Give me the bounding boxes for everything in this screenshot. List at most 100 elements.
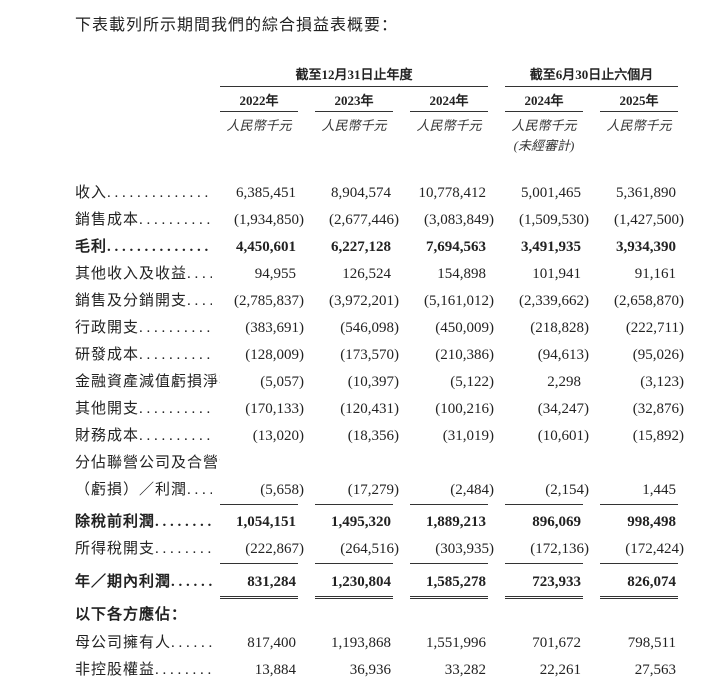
value-text: 1,230,804 <box>331 574 391 590</box>
dot-leader <box>139 342 212 369</box>
value-text: (10,601) <box>537 428 589 444</box>
value-text: (2,785,837) <box>234 293 304 309</box>
value-text: (128,009) <box>245 347 304 363</box>
value-cell: (2,785,837) <box>220 288 304 315</box>
value-cell: (5,057) <box>220 369 304 396</box>
row-label: 財務成本 <box>75 423 220 450</box>
value-text: (172,424) <box>625 541 684 557</box>
value-text: 101,941 <box>532 266 581 282</box>
value-cell: (383,691) <box>220 315 304 342</box>
value-cell: 1,889,213 <box>410 509 488 536</box>
value-cell: (222,711) <box>600 315 684 342</box>
value-text: 1,585,278 <box>426 574 486 590</box>
value-cell <box>505 450 583 477</box>
value-text: 91,161 <box>634 266 676 282</box>
value-cell: (222,867) <box>220 536 304 564</box>
value-text: (5,057) <box>260 374 304 390</box>
table-row: 銷售及分銷開支 (2,785,837) (3,972,201) (5,161,012)… <box>0 288 722 315</box>
value-text: 1,551,996 <box>426 635 486 651</box>
table-row: 研發成本 (128,009) (173,570) (210,386) (94,613) (… <box>0 342 722 369</box>
value-text: (17,279) <box>347 482 399 498</box>
dot-leader <box>171 569 212 599</box>
row-label-text: 母公司擁有人 <box>75 635 172 651</box>
value-text: (18,356) <box>347 428 399 444</box>
row-label: 除稅前利潤 <box>75 509 220 536</box>
value-cell <box>505 602 583 629</box>
value-text: (2,677,446) <box>329 212 399 228</box>
intro-text: 下表載列所示期間我們的綜合損益表概要： <box>75 17 399 34</box>
value-text: 5,001,465 <box>521 185 581 201</box>
value-text: (31,019) <box>442 428 494 444</box>
value-text: (120,431) <box>340 401 399 417</box>
value-text: (210,386) <box>435 347 494 363</box>
col-header-year: 2025年 <box>600 90 678 112</box>
table-row: 行政開支 (383,691) (546,098) (450,009) (218,828)… <box>0 315 722 342</box>
value-text: (1,427,500) <box>614 212 684 228</box>
value-text: (2,484) <box>450 482 494 498</box>
row-label-text: 銷售及分銷開支 <box>75 293 188 309</box>
value-cell: (173,570) <box>315 342 399 369</box>
value-text: (94,613) <box>537 347 589 363</box>
unit-label: 人民幣千元 <box>321 118 387 133</box>
table-row: 年／期內利潤 831,284 1,230,804 1,585,278 723,933 82… <box>0 569 722 599</box>
value-cell: (2,658,870) <box>600 288 684 315</box>
value-text: (3,083,849) <box>424 212 494 228</box>
row-label: 所得稅開支 <box>75 536 220 564</box>
value-cell: 998,498 <box>600 509 678 536</box>
value-cell: 22,261 <box>505 657 583 684</box>
row-label: 其他收入及收益 <box>75 261 220 288</box>
value-cell <box>315 450 393 477</box>
group-header-year: 截至12月31日止年度 <box>220 64 488 87</box>
row-label: 收入 <box>75 180 220 207</box>
dot-leader <box>155 536 212 564</box>
value-cell: (3,123) <box>600 369 684 396</box>
value-cell: 1,585,278 <box>410 569 488 599</box>
value-text: (5,122) <box>450 374 494 390</box>
value-text: (303,935) <box>435 541 494 557</box>
value-text: (383,691) <box>245 320 304 336</box>
unit-label: 人民幣千元 <box>606 118 672 133</box>
value-cell <box>410 450 488 477</box>
value-text: 701,672 <box>532 635 581 651</box>
col-header-year: 2024年 <box>410 90 488 112</box>
value-cell: (210,386) <box>410 342 494 369</box>
table-row: 其他收入及收益 94,955 126,524 154,898 101,941 91,161 <box>0 261 722 288</box>
row-label: 其他開支 <box>75 396 220 423</box>
value-cell: (128,009) <box>220 342 304 369</box>
value-cell: (120,431) <box>315 396 399 423</box>
value-cell: (2,677,446) <box>315 207 399 234</box>
row-label-text: 除稅前利潤 <box>75 514 156 530</box>
dot-leader <box>139 396 212 423</box>
value-cell: 1,193,868 <box>315 630 393 657</box>
dot-leader <box>187 261 212 288</box>
value-text: 3,934,390 <box>616 239 676 255</box>
value-text: 6,227,128 <box>331 239 391 255</box>
value-cell: (3,083,849) <box>410 207 494 234</box>
value-cell: 896,069 <box>505 509 583 536</box>
value-cell: (10,397) <box>315 369 399 396</box>
table-row: 毛利 4,450,601 6,227,128 7,694,563 3,491,935 3,… <box>0 234 722 261</box>
unit-text: 人民幣千元 <box>511 118 577 133</box>
value-cell <box>315 602 393 629</box>
value-cell: (546,098) <box>315 315 399 342</box>
value-cell: (2,339,662) <box>505 288 589 315</box>
value-text: 1,054,151 <box>236 514 296 530</box>
dot-leader <box>155 509 212 536</box>
row-label: 研發成本 <box>75 342 220 369</box>
value-cell: 10,778,412 <box>410 180 488 207</box>
value-cell: (100,216) <box>410 396 494 423</box>
value-cell: (13,020) <box>220 423 304 450</box>
value-text: 13,884 <box>254 662 296 678</box>
table-row: 其他開支 (170,133) (120,431) (100,216) (34,247) (… <box>0 396 722 423</box>
value-text: (546,098) <box>340 320 399 336</box>
value-cell <box>600 602 678 629</box>
value-cell <box>600 450 678 477</box>
value-cell: (172,136) <box>505 536 589 564</box>
value-text: 831,284 <box>247 574 296 590</box>
table-row: 母公司擁有人 817,400 1,193,868 1,551,996 701,672 79… <box>0 630 722 657</box>
value-text: (222,867) <box>245 541 304 557</box>
dot-leader <box>187 602 212 629</box>
col-header-year: 2023年 <box>315 90 393 112</box>
value-cell: 1,230,804 <box>315 569 393 599</box>
row-label-text: 銷售成本 <box>75 212 140 228</box>
